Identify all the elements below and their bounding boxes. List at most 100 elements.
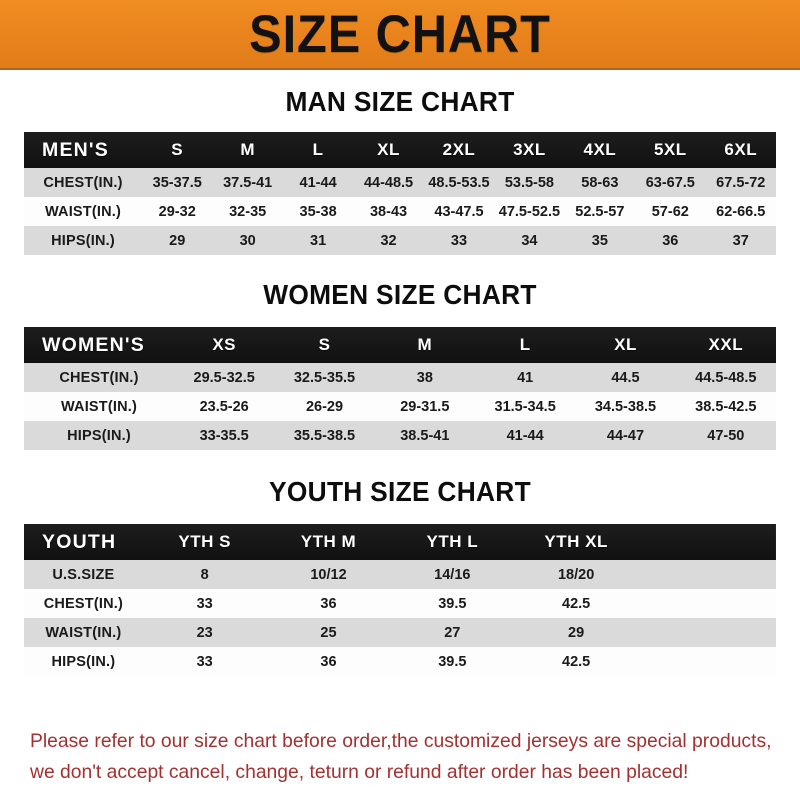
women-section-title: WOMEN SIZE CHART: [263, 279, 537, 310]
youth-row-label-hips: HIPS(IN.): [51, 653, 116, 670]
women-waist-l: 31.5-34.5: [494, 398, 556, 415]
youth-size-table: YOUTH YTH S YTH M YTH L YTH XL U.S.SIZE …: [24, 524, 776, 676]
youth-hips-m: 36: [320, 653, 337, 670]
men-section-title: MAN SIZE CHART: [285, 86, 515, 117]
men-col-xl: XL: [377, 140, 400, 159]
women-waist-xs: 23.5-26: [199, 398, 249, 415]
men-chest-s: 35-37.5: [152, 174, 202, 191]
women-chest-xl: 44.5: [611, 369, 640, 386]
youth-header-row: YOUTH YTH S YTH M YTH L YTH XL: [24, 524, 776, 560]
youth-row-label-waist: WAIST(IN.): [45, 624, 122, 641]
women-col-xl: XL: [614, 335, 637, 354]
youth-cell-spacer: [638, 589, 776, 618]
men-waist-m: 32-35: [229, 203, 267, 220]
men-hips-3xl: 34: [521, 232, 538, 249]
men-chest-4xl: 58-63: [581, 174, 619, 191]
women-col-xs: XS: [212, 335, 236, 354]
women-waist-xl: 34.5-38.5: [594, 398, 657, 415]
men-row-label-chest: CHEST(IN.): [43, 174, 123, 191]
women-chest-xxl: 44.5-48.5: [695, 369, 757, 386]
table-row: WAIST(IN.) 23.5-26 26-29 29-31.5 31.5-34…: [24, 392, 776, 421]
order-policy-line-2: we don't accept cancel, change, teturn o…: [30, 761, 689, 783]
youth-chest-l: 39.5: [438, 595, 467, 612]
youth-col-yth-m: YTH M: [300, 532, 357, 551]
women-col-l: L: [519, 335, 531, 354]
men-col-5xl: 5XL: [653, 140, 687, 159]
men-col-4xl: 4XL: [583, 140, 617, 159]
men-chest-2xl: 48.5-53.5: [428, 174, 490, 191]
table-row: HIPS(IN.) 29 30 31 32 33 34 35 36 37: [24, 226, 776, 255]
women-waist-m: 29-31.5: [400, 398, 450, 415]
table-row: U.S.SIZE 8 10/12 14/16 18/20: [24, 560, 776, 589]
women-hips-l: 41-44: [506, 427, 544, 444]
women-corner-label: WOMEN'S: [42, 333, 145, 356]
men-hips-l: 31: [310, 232, 327, 249]
youth-row-label-chest: CHEST(IN.): [43, 595, 124, 612]
youth-ussize-l: 14/16: [434, 566, 471, 583]
men-size-table: MEN'S S M L XL 2XL 3XL 4XL 5XL 6XL CHEST…: [24, 132, 776, 255]
youth-hips-s: 33: [196, 653, 213, 670]
women-row-label-chest: CHEST(IN.): [59, 369, 139, 386]
men-col-s: S: [171, 140, 184, 159]
youth-waist-m: 25: [320, 624, 337, 641]
youth-ussize-m: 10/12: [310, 566, 347, 583]
women-row-label-hips: HIPS(IN.): [67, 427, 131, 444]
youth-hips-xl: 42.5: [562, 653, 591, 670]
men-hips-6xl: 37: [732, 232, 749, 249]
men-waist-xl: 38-43: [369, 203, 408, 220]
youth-col-yth-s: YTH S: [178, 532, 231, 551]
men-col-6xl: 6XL: [724, 140, 758, 159]
women-waist-s: 26-29: [305, 398, 344, 415]
women-col-s: S: [318, 335, 331, 354]
men-chest-l: 41-44: [299, 174, 337, 191]
youth-col-yth-l: YTH L: [426, 532, 479, 551]
men-waist-3xl: 47.5-52.5: [498, 203, 561, 220]
men-waist-4xl: 52.5-57: [575, 203, 625, 220]
youth-chest-xl: 42.5: [562, 595, 591, 612]
youth-chest-s: 33: [196, 595, 213, 612]
men-corner-label: MEN'S: [42, 138, 109, 161]
men-header-row: MEN'S S M L XL 2XL 3XL 4XL 5XL 6XL: [24, 132, 776, 168]
table-row: WAIST(IN.) 23 25 27 29: [24, 618, 776, 647]
men-waist-s: 29-32: [158, 203, 196, 220]
women-hips-xs: 33-35.5: [199, 427, 249, 444]
women-chest-s: 32.5-35.5: [293, 369, 356, 386]
table-row: HIPS(IN.) 33 36 39.5 42.5: [24, 647, 776, 676]
size-chart-banner: SIZE CHART: [0, 0, 800, 70]
women-chest-xs: 29.5-32.5: [193, 369, 255, 386]
men-col-2xl: 2XL: [442, 140, 476, 159]
men-hips-xl: 32: [380, 232, 397, 249]
order-policy-note: Please refer to our size chart before or…: [30, 726, 771, 788]
men-hips-2xl: 33: [450, 232, 468, 249]
men-chest-6xl: 67.5-72: [716, 174, 766, 191]
women-size-table: WOMEN'S XS S M L XL XXL CHEST(IN.) 29.5-…: [24, 327, 776, 450]
men-hips-m: 30: [239, 232, 256, 249]
men-chest-xl: 44-48.5: [363, 174, 414, 191]
men-hips-4xl: 35: [591, 232, 608, 249]
women-hips-m: 38.5-41: [400, 427, 450, 444]
women-hips-xxl: 47-50: [707, 427, 745, 444]
table-row: CHEST(IN.) 33 36 39.5 42.5: [24, 589, 776, 618]
men-col-m: M: [240, 140, 255, 159]
men-waist-5xl: 57-62: [651, 203, 689, 220]
youth-waist-s: 23: [196, 624, 213, 641]
women-chest-l: 41: [517, 369, 534, 386]
table-row: CHEST(IN.) 35-37.5 37.5-41 41-44 44-48.5…: [24, 168, 776, 197]
women-col-xxl: XXL: [708, 335, 744, 354]
table-row: WAIST(IN.) 29-32 32-35 35-38 38-43 43-47…: [24, 197, 776, 226]
youth-hips-l: 39.5: [438, 653, 467, 670]
youth-waist-xl: 29: [568, 624, 585, 641]
women-col-m: M: [417, 335, 433, 354]
men-row-label-waist: WAIST(IN.): [44, 203, 122, 220]
youth-cell-spacer: [638, 618, 776, 647]
women-row-label-waist: WAIST(IN.): [60, 398, 138, 415]
men-waist-l: 35-38: [299, 203, 337, 220]
youth-cell-spacer: [638, 560, 776, 589]
men-hips-s: 29: [169, 232, 186, 249]
men-waist-6xl: 62-66.5: [716, 203, 766, 220]
women-header-row: WOMEN'S XS S M L XL XXL: [24, 327, 776, 363]
women-chest-m: 38: [416, 369, 433, 386]
men-hips-5xl: 36: [662, 232, 679, 249]
youth-cell-spacer: [638, 647, 776, 676]
youth-corner-label: YOUTH: [42, 530, 117, 553]
